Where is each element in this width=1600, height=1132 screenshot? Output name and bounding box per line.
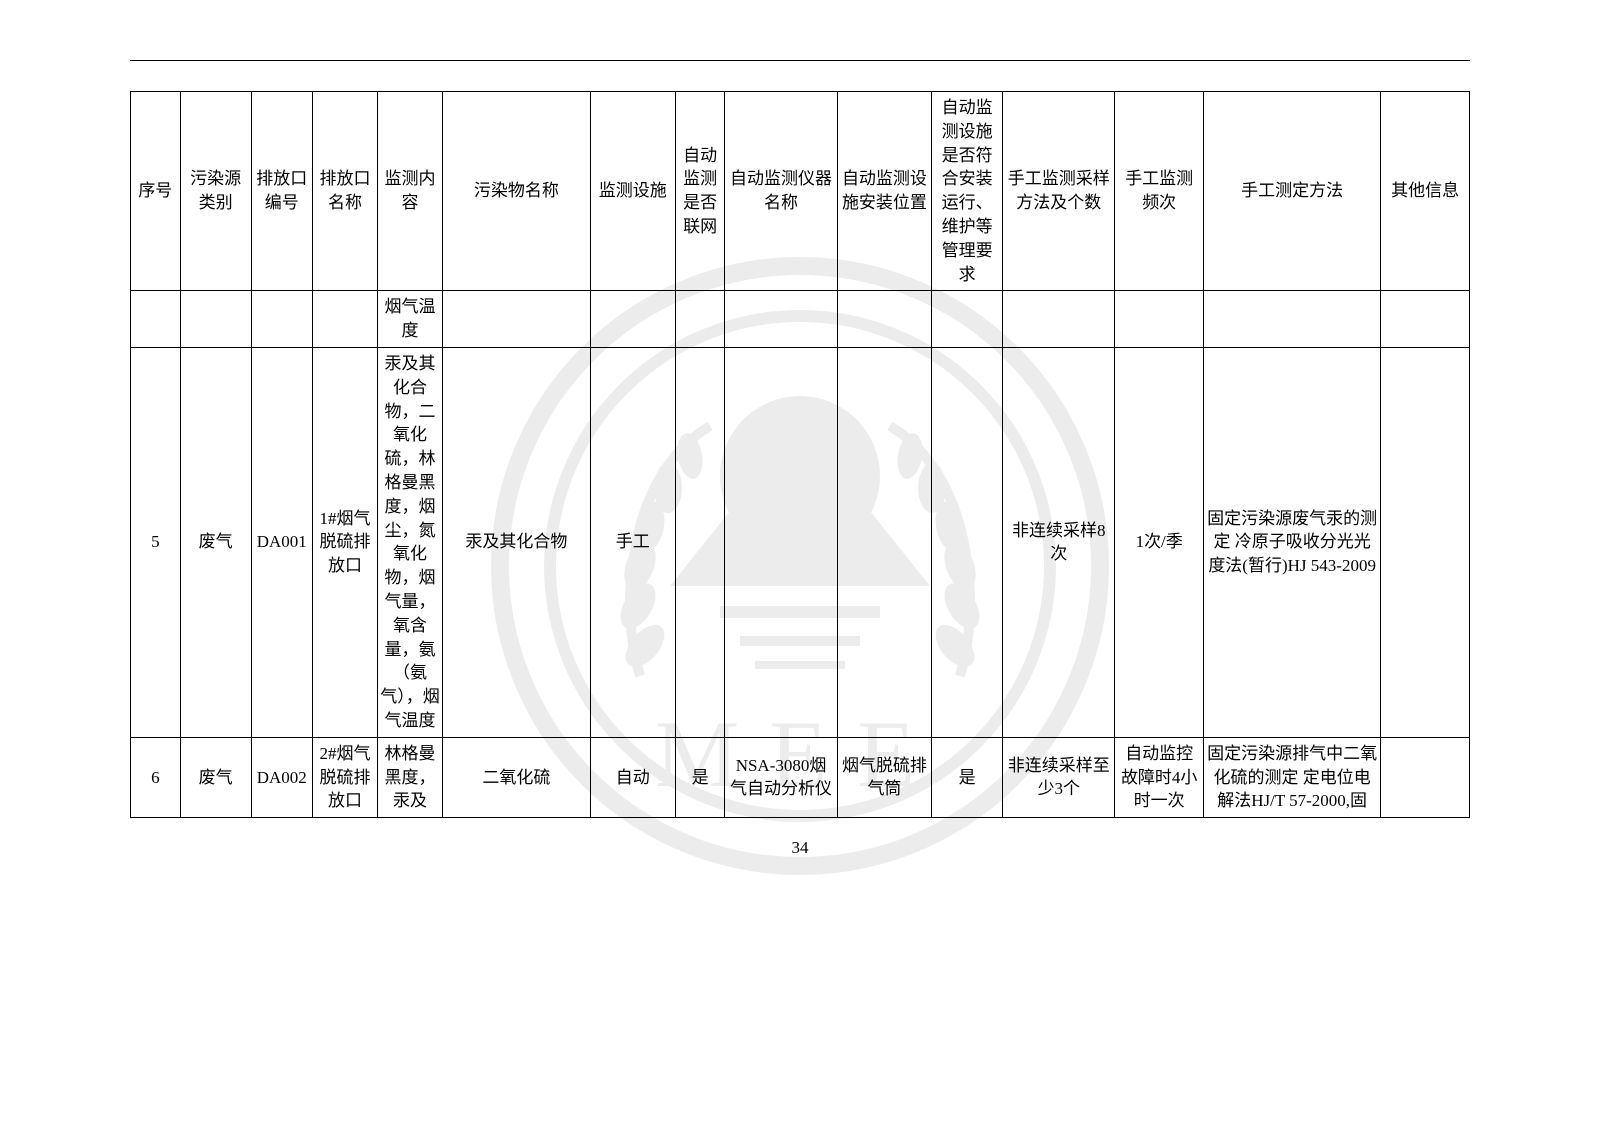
header-cell: 手工监测频次	[1115, 92, 1204, 291]
table-cell	[1204, 291, 1381, 348]
table-cell	[675, 347, 725, 737]
table-cell	[131, 291, 181, 348]
table-cell: 汞及其化合物	[442, 347, 590, 737]
table-cell	[932, 291, 1003, 348]
table-cell: 是	[675, 737, 725, 817]
table-cell: 汞及其化合物，二氧化硫，林格曼黑度，烟尘，氮氧化物，烟气量，氧含量，氨（氨气），…	[377, 347, 442, 737]
table-cell	[1381, 347, 1470, 737]
table-header-row: 序号 污染源类别 排放口编号 排放口名称 监测内容 污染物名称 监测设施 自动监…	[131, 92, 1470, 291]
table-cell	[251, 291, 312, 348]
table-cell	[1003, 291, 1115, 348]
header-cell: 序号	[131, 92, 181, 291]
table-cell: 2#烟气脱硫排放口	[312, 737, 377, 817]
table-cell	[725, 291, 837, 348]
table-cell: 烟气脱硫排气筒	[837, 737, 932, 817]
table-cell: 手工	[590, 347, 675, 737]
header-cell: 其他信息	[1381, 92, 1470, 291]
header-cell: 自动监测设施安装位置	[837, 92, 932, 291]
table-cell	[1381, 291, 1470, 348]
header-cell: 手工测定方法	[1204, 92, 1381, 291]
table-cell: 1#烟气脱硫排放口	[312, 347, 377, 737]
table-cell: 固定污染源废气汞的测定 冷原子吸收分光光度法(暂行)HJ 543-2009	[1204, 347, 1381, 737]
header-cell: 自动监测是否联网	[675, 92, 725, 291]
table-cell	[590, 291, 675, 348]
header-cell: 自动监测仪器名称	[725, 92, 837, 291]
table-cell: 固定污染源排气中二氧化硫的测定 定电位电解法HJ/T 57-2000,固	[1204, 737, 1381, 817]
table-cell	[675, 291, 725, 348]
table-cell	[1115, 291, 1204, 348]
table-cell: 5	[131, 347, 181, 737]
table-cell: 自动监控故障时4小时一次	[1115, 737, 1204, 817]
table-cell	[837, 347, 932, 737]
table-cell: 是	[932, 737, 1003, 817]
table-cell: 废气	[180, 737, 251, 817]
header-cell: 污染物名称	[442, 92, 590, 291]
table-row: 6 废气 DA002 2#烟气脱硫排放口 林格曼黑度，汞及 二氧化硫 自动 是 …	[131, 737, 1470, 817]
table-cell	[932, 347, 1003, 737]
header-cell: 监测内容	[377, 92, 442, 291]
table-cell	[442, 291, 590, 348]
header-cell: 手工监测采样方法及个数	[1003, 92, 1115, 291]
table-cell: 烟气温度	[377, 291, 442, 348]
header-cell: 自动监测设施是否符合安装运行、维护等管理要求	[932, 92, 1003, 291]
table-cell: 废气	[180, 347, 251, 737]
header-cell: 排放口编号	[251, 92, 312, 291]
table-cell: DA002	[251, 737, 312, 817]
monitoring-table: 序号 污染源类别 排放口编号 排放口名称 监测内容 污染物名称 监测设施 自动监…	[130, 91, 1470, 818]
table-cell	[1381, 737, 1470, 817]
table-cell: 1次/季	[1115, 347, 1204, 737]
header-cell: 监测设施	[590, 92, 675, 291]
table-cell: DA001	[251, 347, 312, 737]
table-row: 5 废气 DA001 1#烟气脱硫排放口 汞及其化合物，二氧化硫，林格曼黑度，烟…	[131, 347, 1470, 737]
table-cell: 林格曼黑度，汞及	[377, 737, 442, 817]
table-cell	[312, 291, 377, 348]
page-container: 序号 污染源类别 排放口编号 排放口名称 监测内容 污染物名称 监测设施 自动监…	[0, 0, 1600, 898]
table-row: 烟气温度	[131, 291, 1470, 348]
table-cell: 自动	[590, 737, 675, 817]
table-cell: 二氧化硫	[442, 737, 590, 817]
page-number: 34	[130, 838, 1470, 858]
table-cell: 6	[131, 737, 181, 817]
table-cell: 非连续采样至少3个	[1003, 737, 1115, 817]
header-cell: 排放口名称	[312, 92, 377, 291]
table-cell	[725, 347, 837, 737]
header-divider	[130, 60, 1470, 61]
table-cell: 非连续采样8次	[1003, 347, 1115, 737]
table-cell	[837, 291, 932, 348]
table-cell: NSA-3080烟气自动分析仪	[725, 737, 837, 817]
table-cell	[180, 291, 251, 348]
header-cell: 污染源类别	[180, 92, 251, 291]
